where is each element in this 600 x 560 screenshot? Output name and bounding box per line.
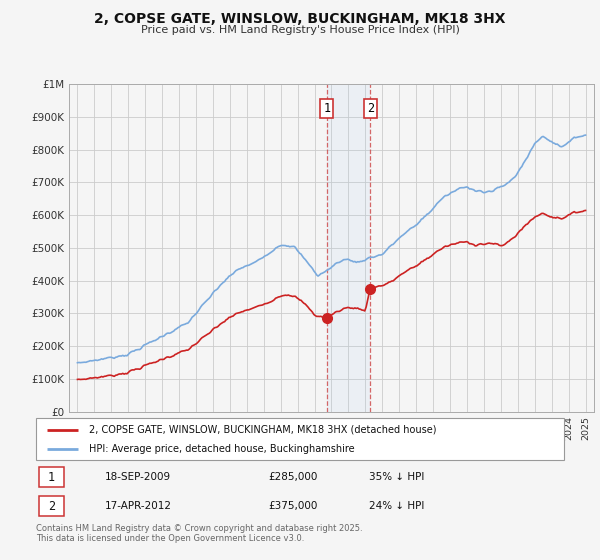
Text: 1: 1 <box>48 470 55 483</box>
Text: 2: 2 <box>48 500 55 513</box>
Text: £285,000: £285,000 <box>268 472 317 482</box>
FancyBboxPatch shape <box>36 418 564 460</box>
Text: 2, COPSE GATE, WINSLOW, BUCKINGHAM, MK18 3HX: 2, COPSE GATE, WINSLOW, BUCKINGHAM, MK18… <box>94 12 506 26</box>
Text: 2, COPSE GATE, WINSLOW, BUCKINGHAM, MK18 3HX (detached house): 2, COPSE GATE, WINSLOW, BUCKINGHAM, MK18… <box>89 424 436 435</box>
FancyBboxPatch shape <box>38 467 64 487</box>
Text: 24% ↓ HPI: 24% ↓ HPI <box>368 501 424 511</box>
Text: Price paid vs. HM Land Registry's House Price Index (HPI): Price paid vs. HM Land Registry's House … <box>140 25 460 35</box>
FancyBboxPatch shape <box>38 496 64 516</box>
Text: Contains HM Land Registry data © Crown copyright and database right 2025.
This d: Contains HM Land Registry data © Crown c… <box>36 524 362 543</box>
Text: 35% ↓ HPI: 35% ↓ HPI <box>368 472 424 482</box>
Text: 17-APR-2012: 17-APR-2012 <box>104 501 172 511</box>
Text: 1: 1 <box>323 102 331 115</box>
Text: HPI: Average price, detached house, Buckinghamshire: HPI: Average price, detached house, Buck… <box>89 444 355 454</box>
Text: 18-SEP-2009: 18-SEP-2009 <box>104 472 171 482</box>
Bar <box>327 84 370 412</box>
Text: 2: 2 <box>367 102 374 115</box>
Text: £375,000: £375,000 <box>268 501 317 511</box>
